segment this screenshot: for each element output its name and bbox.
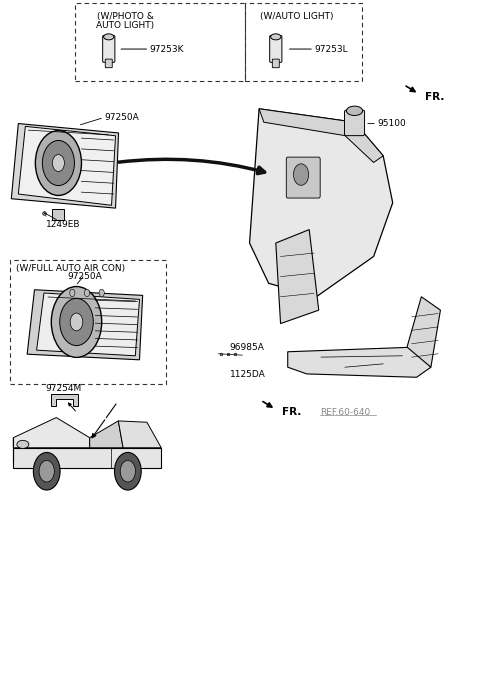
Polygon shape <box>51 394 78 406</box>
Circle shape <box>84 289 90 297</box>
Polygon shape <box>250 109 393 297</box>
Circle shape <box>293 164 309 185</box>
Polygon shape <box>288 347 431 377</box>
Polygon shape <box>13 448 161 468</box>
Circle shape <box>52 154 64 171</box>
Polygon shape <box>12 123 119 208</box>
Text: 96985A: 96985A <box>229 343 264 353</box>
Text: 97250A: 97250A <box>104 113 139 122</box>
Ellipse shape <box>104 34 114 40</box>
Circle shape <box>39 460 54 482</box>
Text: 95100: 95100 <box>377 119 406 128</box>
Ellipse shape <box>17 440 29 448</box>
Circle shape <box>70 289 75 297</box>
Text: FR.: FR. <box>282 407 301 417</box>
Text: 97253K: 97253K <box>149 44 184 53</box>
Ellipse shape <box>347 106 363 115</box>
Text: REF.60-640: REF.60-640 <box>320 408 371 417</box>
Ellipse shape <box>271 34 281 40</box>
Text: (W/FULL AUTO AIR CON): (W/FULL AUTO AIR CON) <box>16 264 125 273</box>
Polygon shape <box>13 418 90 448</box>
Circle shape <box>120 460 135 482</box>
FancyBboxPatch shape <box>345 110 364 135</box>
Text: 97253L: 97253L <box>314 44 348 53</box>
FancyBboxPatch shape <box>105 59 112 67</box>
Polygon shape <box>90 421 123 448</box>
Polygon shape <box>118 421 161 448</box>
Circle shape <box>115 452 141 490</box>
FancyBboxPatch shape <box>270 36 282 62</box>
Text: FR.: FR. <box>425 92 444 102</box>
Polygon shape <box>27 290 143 360</box>
Text: (W/PHOTO &: (W/PHOTO & <box>97 12 154 21</box>
Text: 1125DA: 1125DA <box>229 370 265 379</box>
Text: 97254M: 97254M <box>45 384 82 393</box>
Circle shape <box>34 452 60 490</box>
Text: (W/AUTO LIGHT): (W/AUTO LIGHT) <box>260 12 333 21</box>
Polygon shape <box>407 297 441 367</box>
Text: 97250A: 97250A <box>68 272 102 281</box>
Circle shape <box>60 299 93 346</box>
Bar <box>52 209 64 220</box>
Circle shape <box>42 140 74 185</box>
Polygon shape <box>276 230 319 324</box>
Text: 1249EB: 1249EB <box>46 220 81 228</box>
FancyBboxPatch shape <box>103 36 115 62</box>
FancyBboxPatch shape <box>286 157 320 198</box>
FancyBboxPatch shape <box>272 59 279 67</box>
Circle shape <box>51 286 102 357</box>
Polygon shape <box>259 109 383 162</box>
Polygon shape <box>36 293 140 356</box>
Circle shape <box>70 313 83 331</box>
Polygon shape <box>18 126 116 206</box>
Text: AUTO LIGHT): AUTO LIGHT) <box>96 21 155 30</box>
Circle shape <box>36 131 82 195</box>
Circle shape <box>99 289 104 297</box>
